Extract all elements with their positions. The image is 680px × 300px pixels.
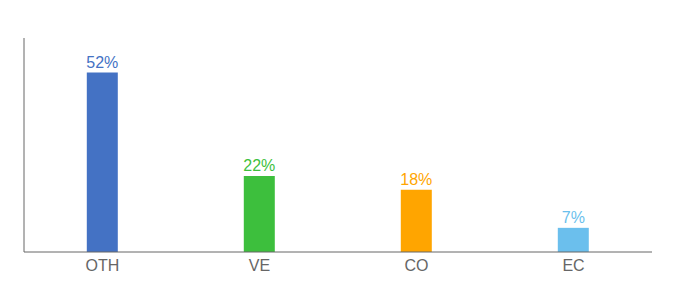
svg-text:VE: VE: [249, 257, 270, 274]
svg-text:52%: 52%: [86, 54, 118, 71]
svg-text:18%: 18%: [400, 171, 432, 188]
svg-text:OTH: OTH: [86, 257, 120, 274]
svg-text:CO: CO: [405, 257, 429, 274]
svg-text:EC: EC: [562, 257, 584, 274]
svg-text:7%: 7%: [562, 209, 585, 226]
svg-text:22%: 22%: [243, 157, 275, 174]
